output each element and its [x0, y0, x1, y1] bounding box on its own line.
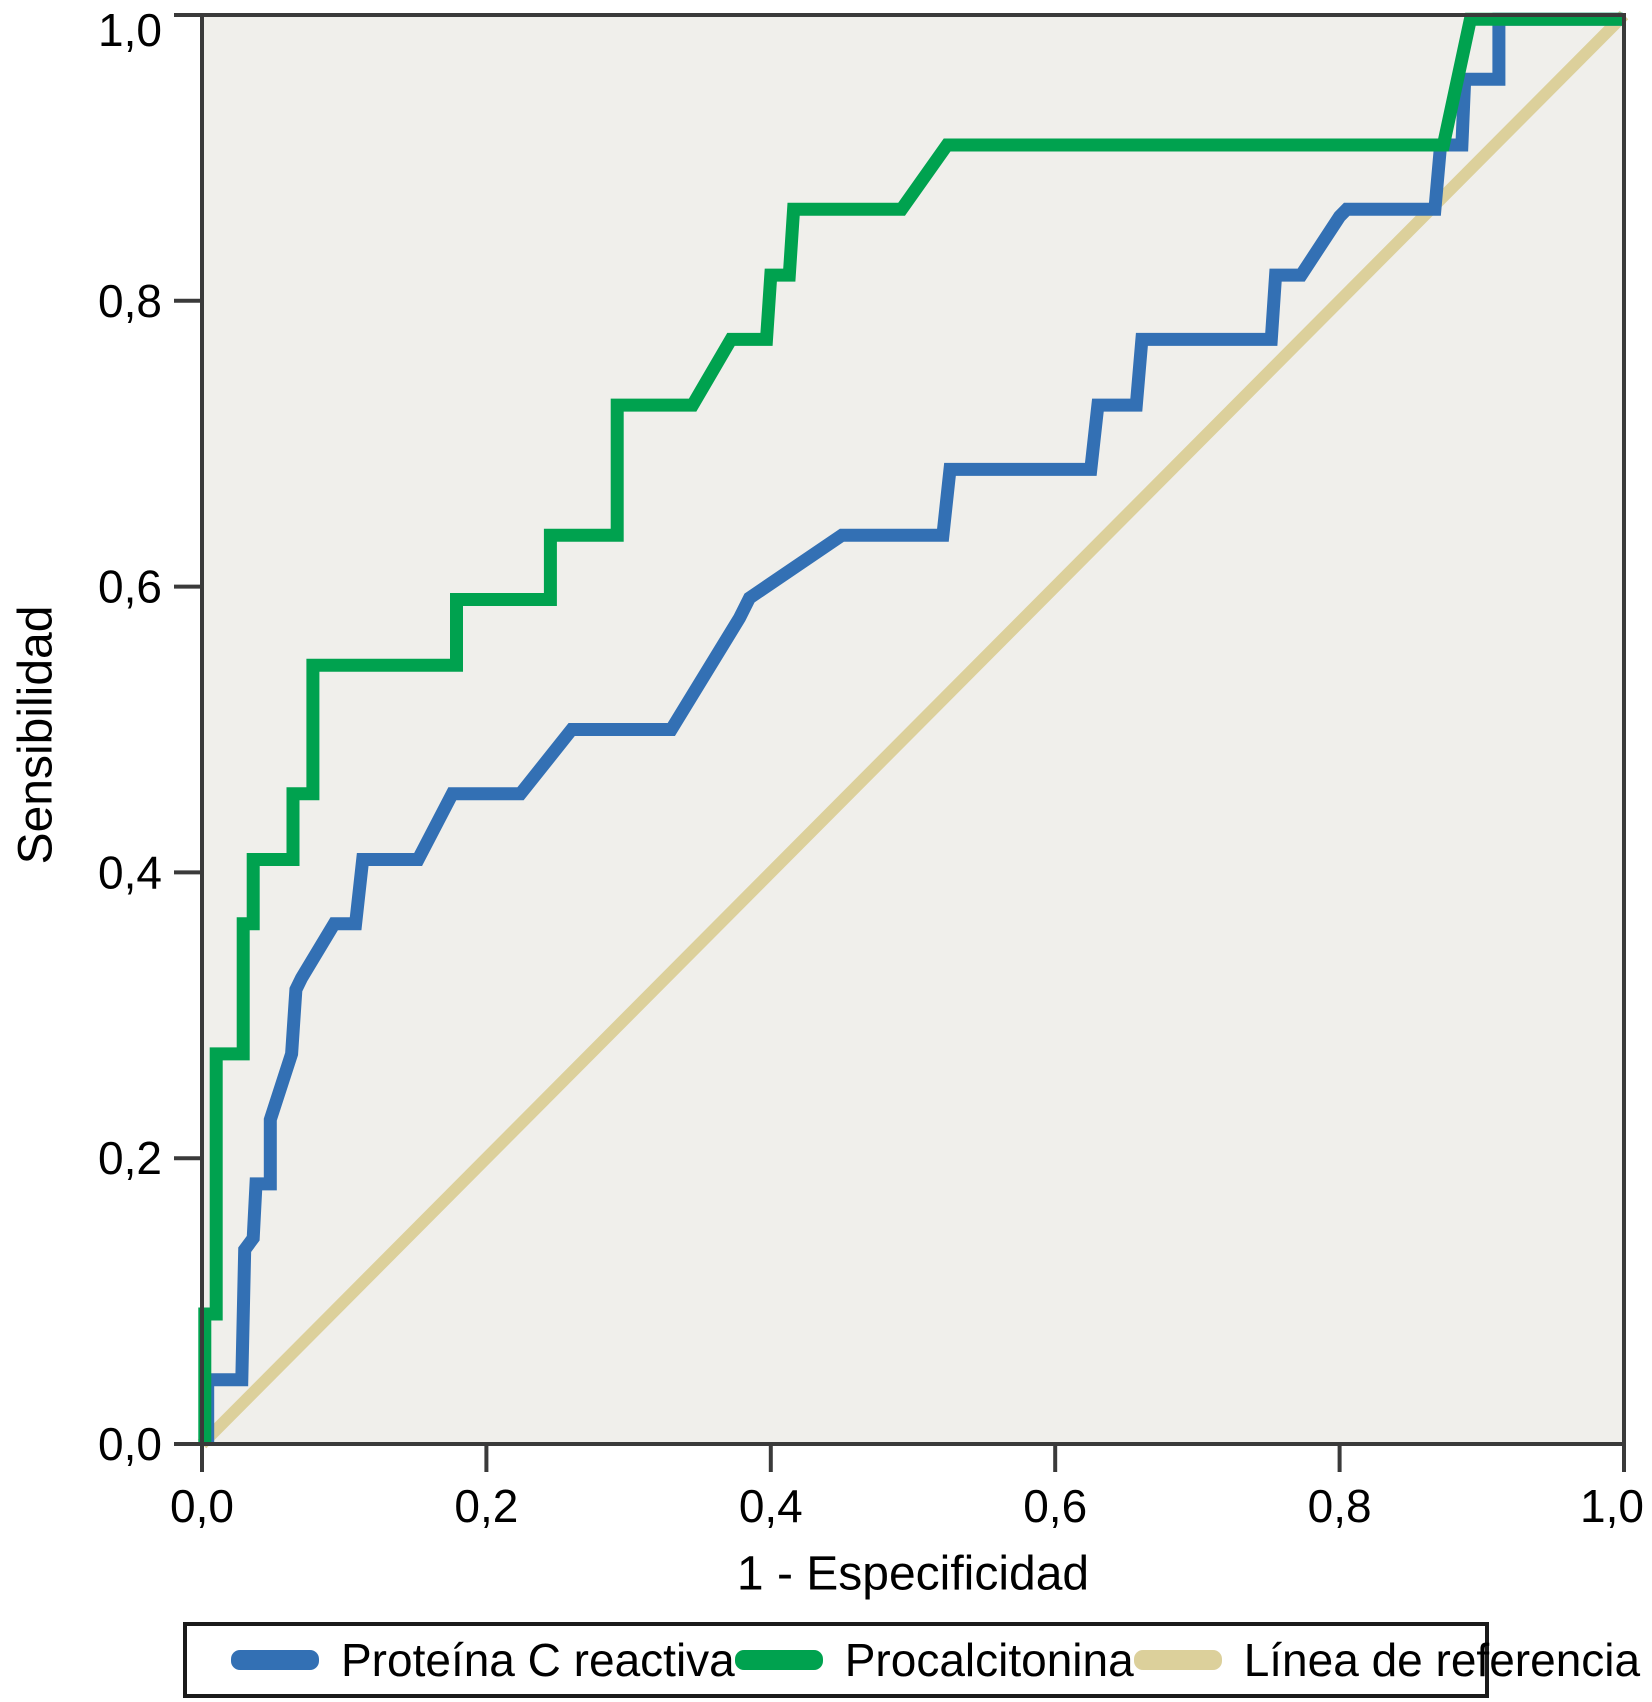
legend-label-proteina-c-reactiva: Proteína C reactiva: [341, 1634, 735, 1686]
x-tick-label: 0,0: [170, 1480, 234, 1532]
series-line-línea-de-referencia: [197, 10, 1629, 1449]
y-tick-label: 1,0: [98, 4, 162, 56]
legend-swatch-linea-de-referencia-icon: [1133, 1650, 1222, 1670]
series-line-procalcitonina: [198, 12, 1623, 1444]
x-axis-title: 1 - Especificidad: [736, 1547, 1090, 1601]
legend-item-procalcitonina: Procalcitonina: [734, 1633, 1134, 1687]
y-tick-label: 0,8: [98, 275, 162, 327]
x-tick-label: 0,6: [1023, 1480, 1087, 1532]
legend-swatch-procalcitonina-icon: [734, 1650, 823, 1670]
y-tick-label: 0,2: [98, 1132, 162, 1184]
x-tick-label: 1,0: [1580, 1480, 1644, 1532]
x-tick-label: 0,2: [454, 1480, 518, 1532]
x-tick-label: 0,8: [1308, 1480, 1372, 1532]
legend-item-proteina-c-reactiva: Proteína C reactiva: [231, 1633, 735, 1687]
y-tick-label: 0,0: [98, 1418, 162, 1470]
legend-label-linea-de-referencia: Línea de referencia: [1243, 1634, 1641, 1686]
legend: Proteína C reactiva Procalcitonina Línea…: [183, 1622, 1640, 1698]
x-tick-label: 0,4: [739, 1480, 803, 1532]
plot-frame: [200, 13, 1626, 1446]
legend-label-procalcitonina: Procalcitonina: [844, 1634, 1134, 1686]
legend-item-linea-de-referencia: Línea de referencia: [1133, 1633, 1641, 1687]
y-tick-label: 0,4: [98, 846, 162, 898]
series-line-proteína-c-reactiva: [201, 12, 1623, 1444]
y-tick-label: 0,6: [98, 561, 162, 613]
legend-swatch-proteina-c-reactiva-icon: [231, 1650, 319, 1670]
y-axis-title: Sensibilidad: [9, 605, 63, 865]
